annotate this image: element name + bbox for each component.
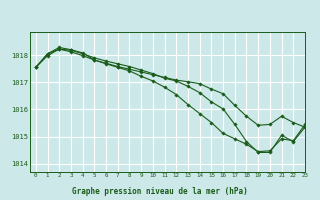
Text: Graphe pression niveau de la mer (hPa): Graphe pression niveau de la mer (hPa) <box>72 187 248 196</box>
